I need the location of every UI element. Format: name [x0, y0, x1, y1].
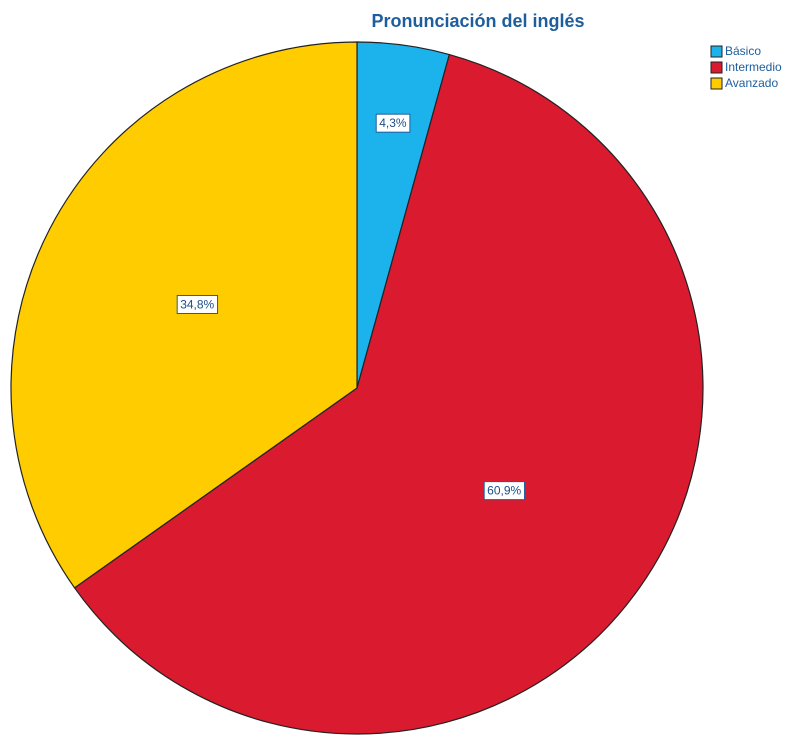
- legend-swatch: [710, 77, 723, 90]
- pie-slice: [73, 53, 704, 735]
- chart-title: Pronunciación del inglés: [371, 11, 584, 31]
- legend-label: Intermedio: [725, 60, 782, 74]
- value-label: 34,8%: [180, 297, 214, 311]
- value-label: 4,3%: [379, 116, 407, 130]
- legend-swatch: [710, 45, 723, 58]
- value-label-box: [483, 481, 526, 501]
- pie-slice: [10, 41, 358, 589]
- value-label-box: [176, 294, 219, 314]
- value-label: 60,9%: [487, 484, 521, 498]
- value-label-box: [375, 113, 411, 133]
- legend-label: Básico: [725, 44, 761, 58]
- legend-label: Avanzado: [725, 76, 778, 90]
- legend-swatch: [710, 61, 723, 74]
